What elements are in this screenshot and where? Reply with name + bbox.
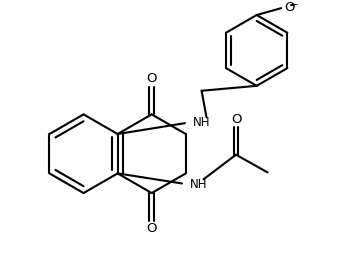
- Text: NH: NH: [190, 178, 207, 191]
- Text: O: O: [147, 222, 157, 235]
- Text: O: O: [284, 1, 295, 14]
- Text: NH: NH: [193, 116, 210, 129]
- Text: O: O: [147, 72, 157, 85]
- Text: O: O: [231, 113, 241, 126]
